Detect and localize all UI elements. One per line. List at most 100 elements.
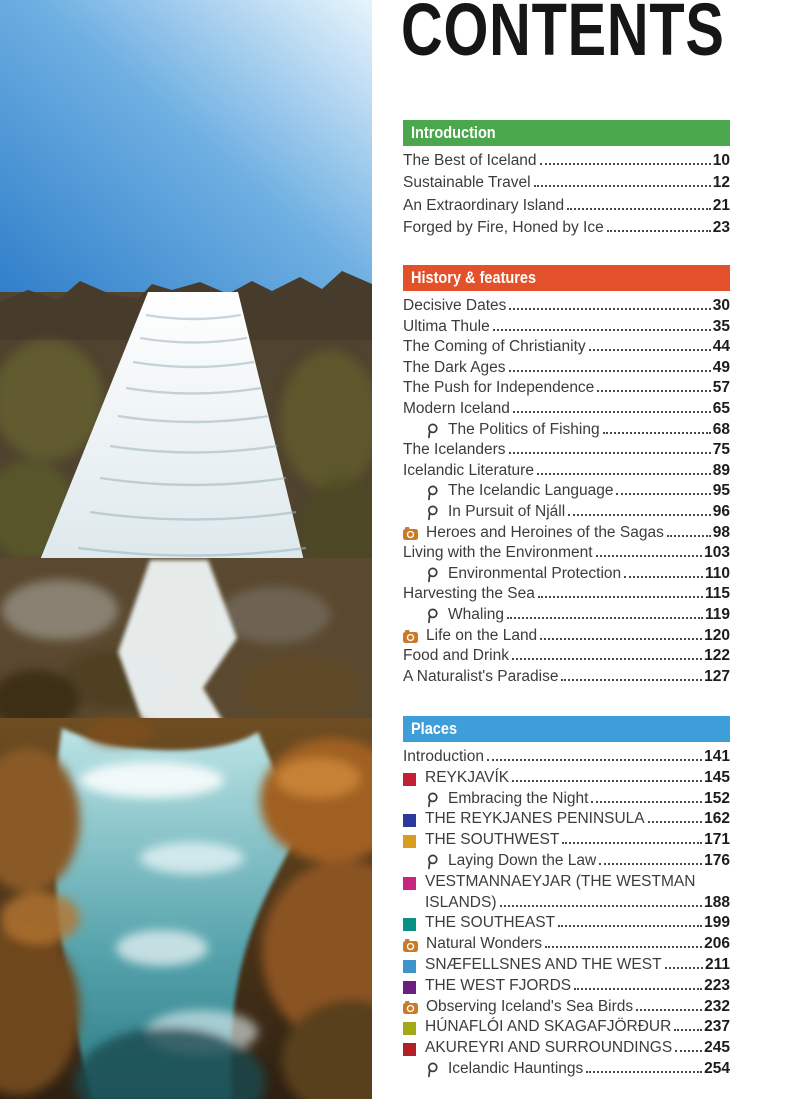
- section-header-label: Introduction: [411, 123, 496, 142]
- toc-entry: A Naturalist's Paradise 127: [403, 668, 730, 689]
- toc-entry-page: 245: [704, 1039, 730, 1057]
- toc-entry-label: In Pursuit of Njáll: [448, 502, 566, 520]
- toc-entry: Forged by Fire, Honed by Ice 23: [403, 219, 730, 241]
- toc-entry: Whaling 119: [403, 606, 730, 627]
- magnifier-icon: [425, 608, 448, 624]
- toc-entry: Food and Drink 122: [403, 647, 730, 668]
- dot-leader: [499, 904, 703, 907]
- toc-entry: Natural Wonders 206: [403, 935, 730, 956]
- toc-entry: Environmental Protection 110: [403, 565, 730, 586]
- toc-entry: AKUREYRI AND SURROUNDINGS 245: [403, 1039, 730, 1060]
- chapter-color-swatch: [403, 1043, 416, 1057]
- chapter-color-swatch: [403, 918, 416, 932]
- toc-entry: Icelandic Literature 89: [403, 462, 730, 483]
- dot-leader: [533, 185, 711, 188]
- dot-leader: [511, 658, 703, 661]
- toc-entry-page: 103: [704, 544, 730, 562]
- toc-entry: ISLANDS) 188: [403, 894, 730, 915]
- toc-entry-label: Icelandic Hauntings: [448, 1059, 584, 1077]
- toc-entry-page: 75: [712, 441, 730, 459]
- toc-entry-label: The Coming of Christianity: [403, 338, 586, 356]
- waterfall-photo: [0, 0, 372, 1099]
- toc-entry-page: 162: [704, 810, 730, 828]
- chapter-color-swatch: [403, 772, 416, 786]
- dot-leader: [537, 596, 703, 599]
- dot-leader: [602, 431, 711, 434]
- toc-entry-label: SNÆFELLSNES AND THE WEST: [425, 955, 662, 973]
- toc-entry: The Icelandic Language 95: [403, 482, 730, 503]
- toc-entry-label: Life on the Land: [426, 626, 538, 644]
- toc-entry-page: 115: [704, 585, 730, 603]
- toc-entry: Laying Down the Law 176: [403, 852, 730, 873]
- page-title: CONTENTS: [401, 0, 725, 71]
- dot-leader: [595, 555, 703, 558]
- toc-entry: An Extraordinary Island 21: [403, 197, 730, 219]
- toc-entry-page: 237: [704, 1018, 730, 1036]
- toc-entry-page: 12: [712, 174, 730, 192]
- toc-entry-page: 152: [704, 789, 730, 807]
- section-header-bar: Places: [403, 716, 730, 742]
- dot-leader: [616, 493, 711, 496]
- toc-entry-label: Living with the Environment: [403, 544, 593, 562]
- toc-entry-list: Decisive Dates 30 Ultima Thule 35 The Coming…: [403, 297, 730, 688]
- toc-entry-label: Icelandic Literature: [403, 461, 534, 479]
- toc-entry-label: AKUREYRI AND SURROUNDINGS: [425, 1039, 673, 1057]
- toc-entry-label: Decisive Dates: [403, 297, 507, 314]
- dot-leader: [599, 862, 703, 865]
- dot-leader: [597, 390, 711, 393]
- section-header-bar: History & features: [403, 265, 730, 291]
- toc-entry: Introduction 141: [403, 748, 730, 769]
- toc-entry-label: Laying Down the Law: [448, 851, 597, 869]
- toc-entry-label: The Dark Ages: [403, 358, 506, 376]
- toc-entry-label: REYKJAVÍK: [425, 768, 510, 786]
- dot-leader: [507, 616, 703, 619]
- toc-entry-page: 176: [704, 851, 730, 869]
- toc-entry: Harvesting the Sea 115: [403, 585, 730, 606]
- magnifier-icon: [425, 567, 448, 583]
- magnifier-icon: [425, 854, 448, 870]
- toc-entry-label: The Push for Independence: [403, 379, 595, 397]
- dot-leader: [624, 575, 703, 578]
- toc-entry: VESTMANNAEYJAR (THE WESTMAN: [403, 873, 730, 894]
- toc-entry-label: THE WEST FJORDS: [425, 976, 572, 994]
- toc-entry-label: Heroes and Heroines of the Sagas: [426, 523, 664, 541]
- toc-entry-list: The Best of Iceland 10 Sustainable Travel 1…: [403, 152, 730, 242]
- toc-entry: THE SOUTHEAST 199: [403, 914, 730, 935]
- toc-entry-page: 199: [704, 914, 730, 932]
- magnifier-icon: [425, 1062, 448, 1078]
- dot-leader: [508, 452, 711, 455]
- toc-entry-page: 95: [712, 482, 730, 500]
- toc-entry-page: 23: [712, 219, 730, 237]
- toc-entry-label: ISLANDS): [425, 893, 497, 911]
- toc-entry: THE REYKJANES PENINSULA 162: [403, 810, 730, 831]
- dot-leader: [536, 472, 711, 475]
- toc-entry: REYKJAVÍK 145: [403, 769, 730, 790]
- toc-entry-page: 30: [712, 297, 730, 314]
- dot-leader: [492, 328, 711, 331]
- toc-entry-label: Modern Iceland: [403, 399, 510, 417]
- dot-leader: [647, 821, 703, 824]
- toc-entry: Icelandic Hauntings 254: [403, 1060, 730, 1081]
- dot-leader: [509, 308, 711, 310]
- dot-leader: [562, 842, 703, 845]
- toc-entry-label: VESTMANNAEYJAR (THE WESTMAN: [425, 872, 696, 890]
- toc-entry-page: 44: [712, 338, 730, 356]
- section-introduction: Introduction The Best of Iceland 10 Sustai…: [403, 120, 730, 242]
- toc-entry-page: 110: [704, 564, 730, 582]
- toc-entry-page: 141: [704, 748, 730, 765]
- toc-entry: THE WEST FJORDS 223: [403, 977, 730, 998]
- toc-entry-label: The Icelanders: [403, 441, 506, 459]
- toc-entry-page: 232: [704, 997, 730, 1015]
- dot-leader: [636, 1008, 703, 1011]
- section-places: Places Introduction 141 REYKJAVÍK 145 Embrac…: [403, 716, 730, 1081]
- toc-entry: The Push for Independence 57: [403, 379, 730, 400]
- toc-entry-label: Observing Iceland's Sea Birds: [426, 997, 634, 1015]
- toc-entry: Modern Iceland 65: [403, 400, 730, 421]
- section-history-features: History & features Decisive Dates 30 Ultim…: [403, 265, 730, 688]
- section-header-label: History & features: [411, 268, 537, 287]
- toc-entry-label: THE SOUTHEAST: [425, 914, 556, 932]
- toc-entry-page: 68: [712, 420, 730, 438]
- toc-entry-page: 35: [712, 317, 730, 335]
- magnifier-icon: [425, 792, 448, 808]
- toc-entry-page: 171: [704, 831, 730, 849]
